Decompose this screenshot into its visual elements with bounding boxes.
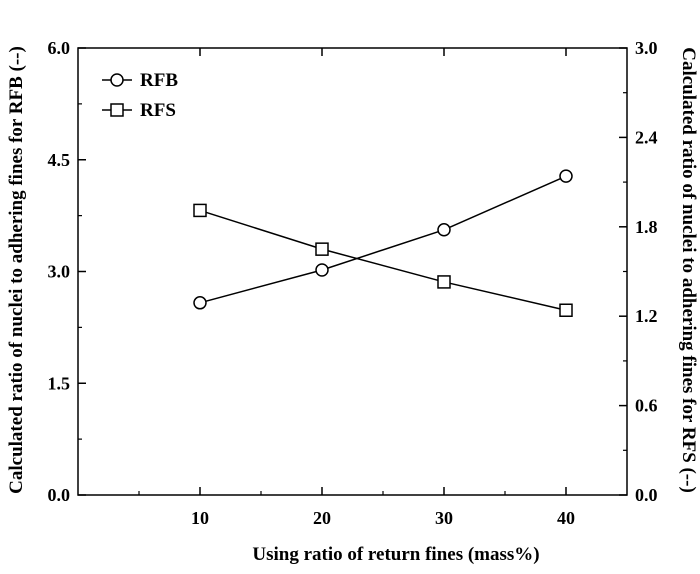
y-right-tick-label: 0.6 — [635, 396, 658, 416]
legend: RFB RFS — [102, 70, 178, 121]
y-right-tick-label: 1.2 — [635, 306, 658, 326]
series-line-rfb — [199, 175, 567, 304]
y-right-tick-label: 2.4 — [635, 127, 658, 147]
x-tick-label: 10 — [191, 508, 209, 528]
x-tick-label: 40 — [557, 508, 575, 528]
y-right-tick-label: 3.0 — [635, 38, 658, 58]
point-rfb — [315, 263, 329, 277]
y-left-tick-label: 6.0 — [48, 38, 71, 58]
y-left-tick-label: 3.0 — [48, 262, 71, 282]
legend-marker-rfs — [110, 103, 124, 117]
y-left-tick-label: 4.5 — [48, 150, 71, 170]
x-tick-label: 30 — [435, 508, 453, 528]
y-right-tick-label: 1.8 — [635, 217, 658, 237]
point-rfs — [437, 275, 451, 289]
x-axis-label: Using ratio of return fines (mass%) — [252, 544, 539, 565]
ticks: 10 20 30 40 0.0 1.5 3.0 4.5 6.0 0.0 0.6 1.2 1.8 2.4 3.… — [48, 38, 658, 528]
legend-label-rfb: RFB — [140, 70, 178, 91]
point-rfs — [559, 303, 573, 317]
legend-marker-rfb — [110, 73, 124, 87]
series-line-rfs — [199, 209, 567, 311]
legend-label-rfs: RFS — [140, 100, 176, 121]
y-left-tick-label: 0.0 — [48, 485, 71, 505]
point-rfb — [437, 223, 451, 237]
y-axis-right-label: Calculated ratio of nuclei to adhering f… — [678, 47, 699, 493]
point-rfs — [193, 203, 207, 218]
point-rfs — [315, 242, 329, 256]
series — [193, 169, 573, 317]
point-rfb — [193, 296, 207, 310]
y-right-tick-label: 0.0 — [635, 485, 658, 505]
y-left-tick-label: 1.5 — [48, 373, 71, 393]
x-tick-label: 20 — [313, 508, 331, 528]
point-rfb — [559, 169, 573, 183]
y-axis-left-label: Calculated ratio of nuclei to adhering f… — [6, 46, 27, 494]
